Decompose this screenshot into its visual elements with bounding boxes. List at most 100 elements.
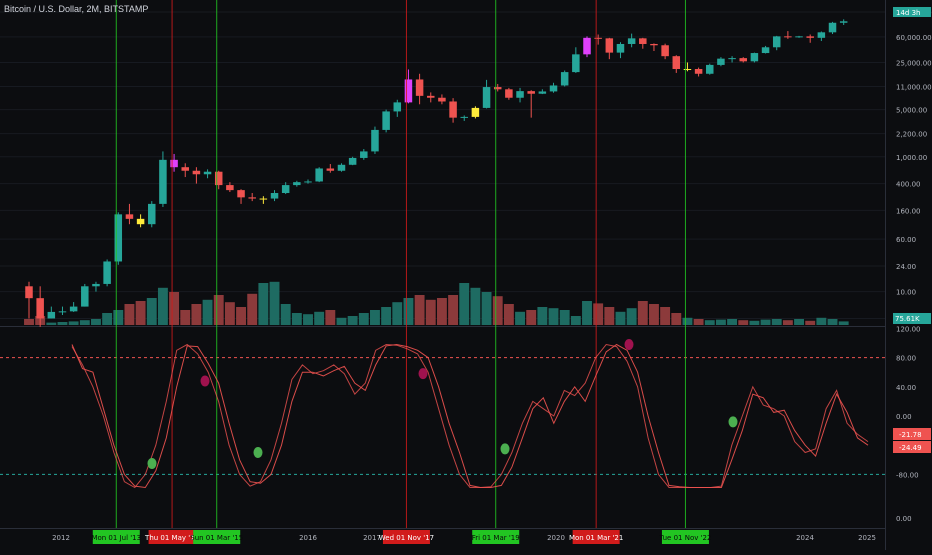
volume-bar (582, 301, 592, 325)
volume-bar (392, 302, 403, 325)
volume-bar (481, 292, 492, 325)
osc-tick-label: 80.00 (896, 355, 916, 363)
volume-bar (236, 307, 246, 325)
signal-dot (500, 443, 510, 455)
candle-body (360, 151, 368, 158)
volume-bar (794, 319, 804, 325)
candle-body (427, 95, 435, 98)
volume-bar (771, 319, 782, 325)
volume-bar (492, 296, 503, 325)
candle-body (683, 69, 692, 71)
candle-body (293, 182, 301, 186)
signal-date-label: Fri 01 Mar '19 (472, 534, 520, 542)
candle-body (795, 36, 803, 38)
volume-bar (470, 287, 481, 325)
price-tick-label: 400.00 (896, 181, 921, 189)
volume-bar (649, 304, 659, 325)
volume-bar (79, 320, 90, 325)
candle-body (248, 197, 256, 199)
volume-bar (169, 292, 180, 325)
candle-body (527, 91, 535, 94)
candle-body (706, 64, 714, 74)
signal-date-label: Thu 01 May '14 (144, 534, 200, 542)
volume-bar (682, 317, 693, 325)
signal-date-badge (92, 530, 140, 544)
volume-bar (715, 319, 726, 325)
candle-body (538, 91, 547, 94)
candle-body (449, 101, 457, 118)
price-tick-label: 60.00 (896, 236, 916, 244)
volume-bar (291, 313, 302, 325)
signal-date-badge (193, 530, 241, 544)
volume-bar (269, 281, 280, 325)
volume-bar (102, 313, 113, 325)
candle-body (404, 79, 413, 103)
volume-bar (247, 293, 258, 325)
osc-line (71, 343, 869, 489)
time-tick-label: 2025 (858, 534, 876, 542)
candle-body (650, 43, 658, 46)
time-tick-label: 2012 (52, 534, 70, 542)
candle-body (605, 38, 614, 53)
osc-value-badge (893, 428, 931, 440)
candle-body (237, 190, 245, 198)
candle-body (203, 171, 212, 175)
volume-bar (704, 320, 715, 325)
candle-body (136, 218, 145, 225)
volume-bar (448, 295, 459, 325)
candle-body (549, 85, 558, 92)
signal-date-badge (382, 530, 430, 544)
volume-bar (838, 321, 849, 325)
candle-body (382, 111, 390, 130)
volume-bar (626, 308, 637, 325)
candle-body (393, 102, 402, 112)
chart-title: Bitcoin / U.S. Dollar, 2M, BITSTAMP (4, 4, 149, 14)
signal-dot (418, 368, 428, 380)
candle-body (281, 185, 290, 194)
candle-body (47, 311, 56, 319)
volume-bar (459, 283, 470, 325)
candle-body (270, 193, 279, 199)
candle-body (348, 157, 357, 165)
candle-body (415, 79, 424, 96)
volume-bar (637, 301, 648, 325)
last-price-label: 14d 3h (896, 9, 920, 17)
signal-date-label: Mon 01 Mar '21 (569, 534, 623, 542)
volume-bar (548, 308, 559, 325)
time-tick-label: 2016 (299, 534, 317, 542)
volume-bar (135, 301, 146, 325)
time-tick-label: 2017 (363, 534, 381, 542)
volume-bar (113, 310, 124, 325)
volume-bar (660, 307, 671, 325)
volume-bar (760, 319, 771, 325)
signal-date-label: Wed 01 Nov '17 (379, 534, 434, 542)
candle-body (36, 298, 44, 319)
volume-bar (727, 319, 738, 325)
signal-date-badge (148, 530, 196, 544)
time-tick-label: 2020 (547, 534, 565, 542)
candle-body (315, 168, 323, 182)
osc-tick-label: 0.00 (896, 515, 912, 523)
candle-body (125, 214, 134, 219)
candle-body (806, 36, 814, 38)
volume-bar (358, 313, 369, 325)
volume-bar (280, 304, 291, 325)
volume-bar (336, 317, 347, 325)
volume-bar (213, 295, 224, 325)
candle-body (58, 311, 67, 313)
volume-bar (381, 307, 392, 325)
volume-bar (526, 310, 537, 325)
volume-bar (91, 319, 101, 325)
candle-body (337, 164, 346, 171)
osc-line (71, 343, 869, 489)
candle-body (672, 56, 681, 70)
volume-bar (24, 319, 34, 325)
volume-bar (537, 307, 548, 325)
volume-bar (414, 295, 425, 325)
price-tick-label: 1,000.00 (896, 154, 927, 162)
osc-tick-label: 0.00 (896, 413, 912, 421)
volume-bar (46, 322, 57, 325)
